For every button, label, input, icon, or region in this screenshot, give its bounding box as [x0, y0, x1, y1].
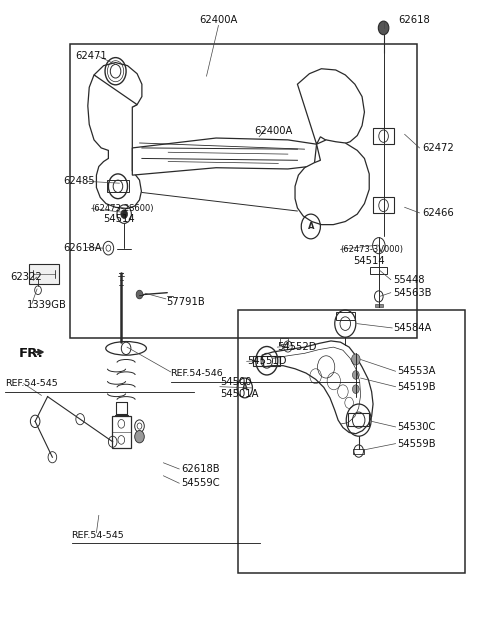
Bar: [373, 197, 394, 213]
Text: 54514: 54514: [104, 214, 135, 224]
Text: 54551D: 54551D: [247, 356, 286, 366]
Text: 62322: 62322: [10, 272, 42, 282]
Circle shape: [121, 210, 128, 218]
Text: 54552D: 54552D: [277, 342, 317, 352]
Circle shape: [135, 430, 144, 443]
Bar: [353, 448, 364, 453]
Text: 54501A: 54501A: [220, 389, 258, 399]
Text: 57791B: 57791B: [166, 297, 204, 307]
Text: A: A: [242, 383, 248, 392]
Text: 54519B: 54519B: [397, 382, 436, 392]
Text: 62400A: 62400A: [199, 16, 238, 25]
Text: 62485: 62485: [63, 176, 95, 187]
Circle shape: [378, 21, 389, 35]
Text: 54514: 54514: [353, 255, 385, 265]
Bar: [107, 180, 129, 192]
Text: (62473-3V000): (62473-3V000): [340, 245, 404, 254]
Text: 62471: 62471: [75, 51, 107, 61]
Polygon shape: [262, 341, 373, 434]
Circle shape: [351, 354, 360, 365]
Bar: [29, 264, 59, 284]
Bar: [375, 304, 383, 307]
Polygon shape: [295, 140, 369, 224]
Text: 62466: 62466: [422, 208, 454, 218]
Text: A: A: [308, 222, 314, 231]
Bar: [370, 267, 387, 274]
Text: REF.54-545: REF.54-545: [72, 531, 124, 539]
Text: 62400A: 62400A: [254, 126, 293, 136]
Polygon shape: [88, 75, 142, 208]
Text: 54559C: 54559C: [181, 478, 220, 488]
Text: 1339GB: 1339GB: [27, 300, 67, 310]
Polygon shape: [298, 69, 364, 166]
Circle shape: [136, 290, 143, 299]
Text: 62618: 62618: [398, 16, 430, 25]
Bar: [348, 413, 369, 427]
Bar: [336, 312, 355, 320]
Text: FR.: FR.: [19, 347, 44, 360]
Text: 54500: 54500: [220, 378, 252, 388]
Bar: [373, 128, 394, 144]
Text: 54559B: 54559B: [397, 438, 436, 449]
Bar: [280, 338, 288, 344]
Ellipse shape: [106, 342, 146, 355]
Text: 54530C: 54530C: [397, 422, 435, 432]
Text: 62618A: 62618A: [63, 242, 102, 252]
Text: 54553A: 54553A: [397, 366, 435, 376]
Text: REF.54-545: REF.54-545: [5, 379, 58, 388]
Polygon shape: [132, 138, 322, 175]
Text: 54563B: 54563B: [393, 288, 432, 298]
Circle shape: [352, 385, 359, 394]
Bar: [253, 356, 280, 366]
Text: 62618B: 62618B: [181, 464, 220, 474]
Text: 62472: 62472: [422, 143, 454, 153]
Text: 54584A: 54584A: [393, 323, 432, 333]
Circle shape: [352, 371, 359, 379]
Text: (62473-2S600): (62473-2S600): [92, 204, 154, 213]
Bar: [112, 416, 131, 448]
Text: 55448: 55448: [393, 275, 425, 285]
Polygon shape: [94, 63, 142, 107]
Text: REF.54-546: REF.54-546: [170, 370, 223, 378]
